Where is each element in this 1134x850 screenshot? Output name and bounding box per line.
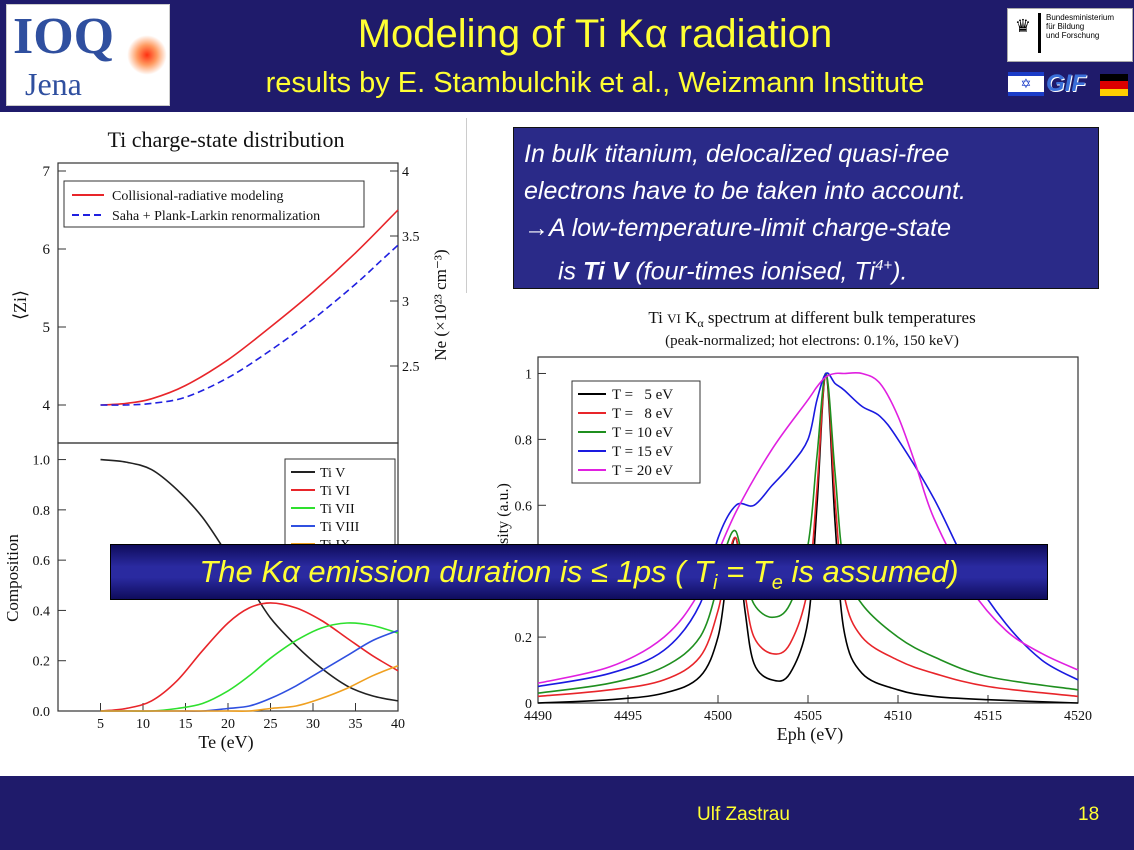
slide-footer [0,776,1134,850]
top-y2-tick-label-0: 2.5 [402,360,420,375]
info-line-3: →A low-temperature-limit charge-state [524,214,951,242]
israel-flag-icon: ✡ [1008,72,1044,96]
germany-flag-icon [1100,74,1128,96]
footer-author: Ulf Zastrau [697,804,790,825]
zi-series-line-1 [100,244,399,406]
legend-collisional: Collisional-radiative modeling [112,189,283,204]
spectrum-subtitle: (peak-normalized; hot electrons: 0.1%, 1… [665,333,959,349]
spec-legend-label-1: T = 8 eV [612,406,673,422]
spec-legend-label-0: T = 5 eV [612,387,673,403]
top-y2-tick-label-2: 3.5 [402,230,420,245]
top-legend: Collisional-radiative modeling Saha + Pl… [63,180,365,228]
spec-y-tick-label-1: 0.2 [515,631,533,646]
emission-duration-banner: The Kα emission duration is ≤ 1ps ( Ti =… [110,544,1048,600]
spec-series-line-1 [537,372,1079,698]
comp-x-tick-label-4: 25 [264,717,278,732]
top-y2-tick-label-1: 3 [402,295,409,310]
comp-y-tick-label-2: 0.4 [33,604,51,619]
eagle-icon: ♛ [1014,16,1032,36]
spec-series-line-0 [537,372,1079,704]
comp-x-tick-label-0: 5 [97,717,104,732]
info-line-4: is Ti V (four-times ionised, Ti4+). [558,257,908,286]
bmbf-logo: ♛ Bundesministerium für Bildung und Fors… [1007,8,1133,62]
top-y2-tick-label-3: 4 [402,165,409,180]
spec-x-tick-label-2: 4500 [704,709,732,724]
spec-x-tick-label-1: 4495 [614,709,642,724]
spec-y-tick-label-0: 0 [525,697,532,712]
comp-x-tick-label-6: 35 [349,717,363,732]
spec-legend-label-2: T = 10 eV [612,425,673,441]
spec-legend-label-3: T = 15 eV [612,444,673,460]
comp-y-tick-label-4: 0.8 [33,504,51,519]
top-y-tick-label-1: 5 [43,320,51,336]
page-number: 18 [1078,804,1100,825]
comp-legend-label-0: Ti V [320,466,345,481]
info-line-2: electrons have to be taken into account. [524,177,966,205]
spec-y-tick-label-4: 0.8 [515,433,533,448]
top-y-tick-label-3: 7 [43,164,51,180]
spec-x-tick-label-4: 4510 [884,709,912,724]
comp-series-line-4 [100,664,399,712]
comp-legend-label-1: Ti VI [320,484,350,499]
comp-y-tick-label-3: 0.6 [33,554,51,569]
top-y-tick-label-2: 6 [43,242,51,258]
comp-series-line-2 [100,622,399,712]
comp-x-tick-label-3: 20 [221,717,235,732]
arrow-icon: → [524,214,549,242]
top-y-tick-label-0: 4 [43,398,51,414]
comp-legend-label-2: Ti VII [320,502,355,517]
comp-legend-label-3: Ti VIII [320,520,360,535]
legend-saha: Saha + Plank-Larkin renormalization [112,209,320,224]
gif-logo: ✡ GIF [1008,70,1130,100]
info-line-1: In bulk titanium, delocalized quasi-free [524,140,950,168]
spectrum-x-axis-label: Eph (eV) [777,724,843,745]
spec-y-tick-label-5: 1 [525,367,532,382]
y-axis-label-composition: Composition [3,534,22,622]
logo-jena-text: Jena [25,66,82,102]
info-box: In bulk titanium, delocalized quasi-free… [513,127,1099,289]
comp-x-tick-label-5: 30 [306,717,320,732]
comp-x-tick-label-1: 10 [136,717,150,732]
spectrum-chart: Ti VI Kα spectrum at different bulk temp… [495,308,1092,745]
comp-y-tick-label-5: 1.0 [33,454,51,469]
spec-x-tick-label-6: 4520 [1064,709,1092,724]
image-separator [466,118,467,293]
slide-header [0,0,1134,112]
spectrum-legend: T = 5 eV T = 8 eV T = 10 eV T = 15 eV T = 20… [571,380,701,484]
spec-y-tick-label-3: 0.6 [515,499,533,514]
x-axis-label-te: Te (eV) [198,732,253,753]
spectrum-title: Ti VI Kα spectrum at different bulk temp… [648,308,975,330]
logo-ioq-text: IOQ [13,8,115,65]
spec-x-tick-label-0: 4490 [524,709,552,724]
comp-y-tick-label-1: 0.2 [33,655,51,670]
charge-state-chart: Ti charge-state distribution 4 5 6 7 2.5 3 3.… [3,127,450,753]
y2-axis-label-ne: Ne (×10²³ cm⁻³) [431,249,450,360]
zi-series-line-0 [100,209,399,406]
y-axis-label-zi: ⟨Zi⟩ [10,290,30,320]
slide-subtitle: results by E. Stambulchik et al., Weizma… [265,67,925,99]
spec-x-tick-label-3: 4505 [794,709,822,724]
spec-x-tick-label-5: 4515 [974,709,1002,724]
gif-text: GIF [1046,70,1086,97]
slide-title: Modeling of Ti Kα radiation [357,12,833,56]
comp-x-tick-label-7: 40 [391,717,405,732]
comp-x-tick-label-2: 15 [179,717,193,732]
logo-glow [127,35,167,75]
chart-title: Ti charge-state distribution [107,127,344,152]
bmbf-text: Bundesministerium für Bildung und Forsch… [1046,13,1115,40]
logo-divider [1038,13,1041,53]
comp-series-line-1 [100,602,399,712]
ioq-jena-logo: IOQ Jena [6,4,170,106]
comp-y-tick-label-0: 0.0 [33,705,51,720]
spec-legend-label-4: T = 20 eV [612,463,673,479]
